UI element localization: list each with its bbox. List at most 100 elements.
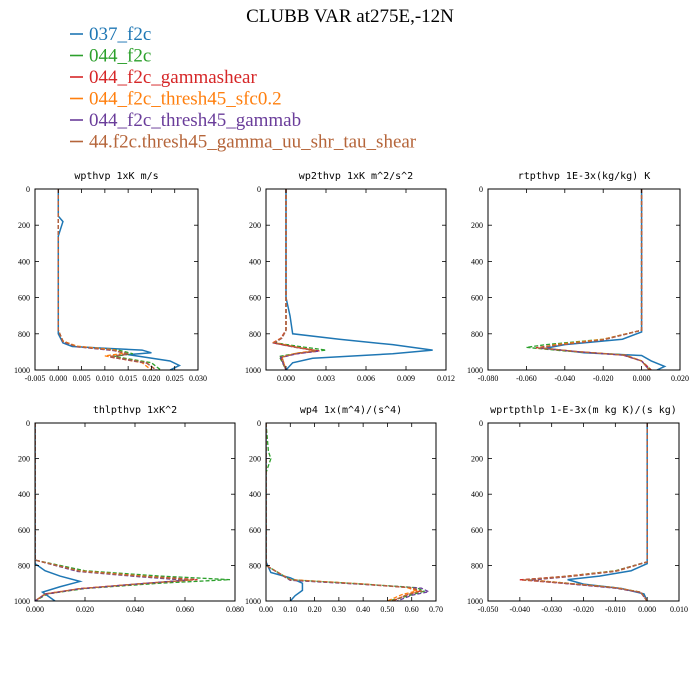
x-tick-label: -0.060 [516,374,537,383]
legend-label: 44.f2c.thresh45_gamma_uu_shr_tau_shear [89,132,417,153]
series-group [519,423,648,601]
x-tick-label: 0.50 [380,605,394,614]
series-line [57,189,157,370]
series-line [35,423,193,601]
y-tick-label: 600 [249,294,261,303]
panel: wp4 1x(m^4)/(s^4) 0.00 0.10 0.20 0.30 0.40 0.5… [245,405,443,614]
y-tick-label: 800 [249,330,261,339]
y-tick-label: 1000 [467,597,483,606]
y-tick-label: 600 [249,526,261,535]
y-tick-label: 0 [479,419,483,428]
panel: thlpthvp 1xK^2 0.000 0.020 0.040 0.060 0.080 0… [14,405,244,614]
plot-frame [265,188,447,371]
panel-title: wp4 1x(m^4)/(s^4) [300,405,402,416]
x-tick-label: 0.000 [49,374,67,383]
x-tick-label: 0.10 [283,605,297,614]
x-tick-label: 0.000 [633,374,651,383]
x-tick-label: 0.040 [126,605,144,614]
y-tick-label: 1000 [467,366,483,375]
x-tick-label: -0.010 [605,605,626,614]
legend-label: 044_f2c [89,46,151,67]
x-tick-label: 0.70 [429,605,443,614]
y-tick-label: 800 [18,561,30,570]
y-tick-label: 0 [257,185,261,194]
y-tick-label: 200 [471,455,483,464]
series-line [35,423,83,601]
x-tick-label: 0.030 [189,374,207,383]
y-tick-label: 600 [18,294,30,303]
legend-item: 44.f2c.thresh45_gamma_uu_shr_tau_shear [70,132,417,153]
y-tick-label: 400 [471,490,483,499]
x-tick-label: 0.003 [317,374,335,383]
y-tick-label: 800 [18,330,30,339]
x-tick-label: 0.012 [437,374,455,383]
y-tick-label: 0 [479,185,483,194]
legend-label: 044_f2c_gammashear [89,67,257,88]
legend-item: 044_f2c [70,46,151,67]
series-group [526,189,667,370]
y-tick-label: 400 [18,490,30,499]
x-tick-label: -0.020 [573,605,594,614]
y-tick-label: 600 [18,526,30,535]
x-tick-label: 0.000 [638,605,656,614]
plot-frame [265,422,437,602]
x-tick-label: 0.20 [308,605,322,614]
panel-title: thlpthvp 1xK^2 [93,405,177,416]
x-tick-label: 0.015 [119,374,137,383]
legend-item: 044_f2c_gammashear [70,67,257,88]
plot-frame [487,188,681,371]
panel-title: wprtpthlp 1-E-3x(m kg K)/(s kg) [490,405,677,416]
series-line [537,189,650,370]
y-tick-label: 1000 [245,366,261,375]
y-tick-label: 800 [471,330,483,339]
y-tick-label: 200 [18,221,30,230]
x-tick-label: 0.006 [357,374,375,383]
series-line [272,189,317,370]
x-tick-label: 0.005 [73,374,91,383]
x-tick-label: -0.005 [25,374,46,383]
legend-item: 044_f2c_thresh45_sfc0.2 [70,89,282,110]
panel: rtpthvp 1E-3x(kg/kg) K -0.080 -0.060 -0.040… [467,171,689,383]
x-tick-label: 0.080 [226,605,244,614]
y-tick-label: 200 [18,455,30,464]
x-tick-label: 0.40 [356,605,370,614]
x-tick-label: 0.30 [332,605,346,614]
x-tick-label: 0.60 [405,605,419,614]
y-tick-label: 400 [249,490,261,499]
x-tick-label: -0.080 [478,374,499,383]
x-tick-label: 0.025 [166,374,184,383]
panel: wpthvp 1xK m/s -0.005 0.000 0.005 0.010 0.015… [14,171,207,383]
y-tick-label: 800 [249,561,261,570]
legend-item: 037_f2c [70,24,151,45]
panels: wpthvp 1xK m/s-0.005 0.000 0.005 0.010 0.015… [14,171,689,614]
y-tick-label: 600 [471,526,483,535]
y-tick-label: 0 [26,419,30,428]
x-tick-label: 0.020 [76,605,94,614]
figure-title: CLUBB VAR at275E,-12N [246,6,454,27]
legend-label: 037_f2c [89,24,151,45]
series-group [270,189,433,370]
legend-label: 044_f2c_thresh45_sfc0.2 [89,89,282,110]
x-tick-label: -0.020 [593,374,614,383]
panel: wp2thvp 1xK m^2/s^2 0.000 0.003 0.006 0.009 0… [245,171,455,383]
series-line [522,423,648,601]
y-tick-label: 400 [18,257,30,266]
y-tick-label: 0 [257,419,261,428]
series-group [57,189,182,370]
y-tick-label: 200 [249,221,261,230]
panel-title: wp2thvp 1xK m^2/s^2 [299,171,413,182]
x-tick-label: -0.030 [541,605,562,614]
y-tick-label: 200 [471,221,483,230]
panel-title: rtpthvp 1E-3x(kg/kg) K [518,171,650,182]
y-tick-label: 600 [471,294,483,303]
x-tick-label: 0.020 [142,374,160,383]
series-line [57,189,182,370]
series-line [285,189,433,370]
y-tick-label: 1000 [14,366,30,375]
legend-label: 044_f2c_thresh45_gammab [89,110,301,131]
x-tick-label: -0.040 [554,374,575,383]
y-tick-label: 1000 [14,597,30,606]
legend-item: 044_f2c_thresh45_gammab [70,110,301,131]
panel: wprtpthlp 1-E-3x(m kg K)/(s kg) -0.050 -0.… [467,405,688,614]
